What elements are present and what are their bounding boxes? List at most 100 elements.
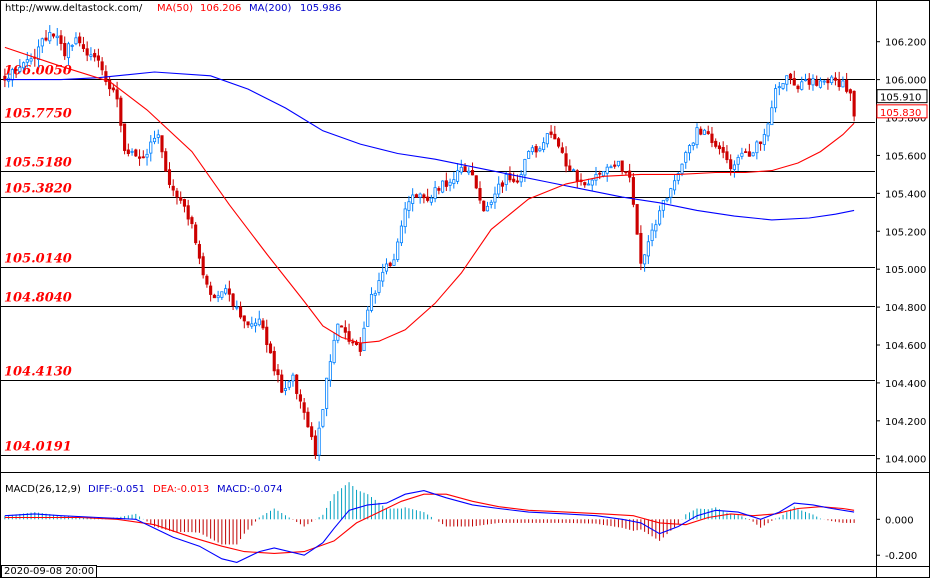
ma50-value: 106.206 (200, 3, 242, 14)
candle-body (732, 164, 736, 170)
candle-body (437, 188, 441, 191)
candle-body (414, 194, 418, 198)
candle (478, 181, 482, 204)
candle (313, 430, 317, 460)
candle (246, 321, 250, 328)
candle (512, 172, 516, 184)
candle-body (418, 193, 422, 198)
candle-body (250, 323, 254, 327)
candle (800, 76, 804, 91)
level-label-0: 106.0050 (4, 64, 72, 79)
candle-body (321, 409, 325, 427)
candle (658, 205, 662, 226)
candle (815, 75, 819, 87)
candle-body (455, 170, 460, 182)
macd-dea-line (4, 493, 855, 554)
candle-body (706, 131, 710, 134)
candle (134, 148, 138, 157)
candle-body (631, 177, 635, 205)
candle (650, 223, 654, 247)
price-tag-0: 105.910 (880, 93, 921, 104)
candle-body (384, 263, 389, 272)
candle-body (119, 97, 123, 126)
candle-body (328, 361, 332, 381)
level-label-1: 105.7750 (4, 107, 72, 122)
candle (205, 274, 209, 288)
candle-body (485, 205, 490, 212)
candle (272, 346, 276, 376)
candle (583, 181, 587, 188)
y-tick-label-10: 104.200 (885, 417, 926, 428)
candle (455, 163, 460, 185)
candle-body (362, 327, 366, 352)
candle (628, 163, 632, 183)
candle (388, 261, 392, 268)
candle-body (381, 271, 385, 282)
candle (414, 193, 418, 198)
candle (362, 321, 366, 352)
candle-body (781, 83, 785, 89)
candle (396, 238, 400, 263)
candle-body (366, 309, 370, 327)
candle-body (224, 288, 228, 294)
candle-body (459, 166, 463, 173)
candle (96, 48, 100, 68)
candle (564, 146, 568, 173)
candle (40, 37, 44, 53)
candle-body (10, 69, 14, 81)
candle (568, 159, 572, 171)
candle-body (792, 78, 796, 86)
level-label-2: 105.5180 (4, 156, 72, 171)
candle-body (201, 256, 205, 276)
candle-body (85, 48, 89, 56)
candle (542, 137, 546, 153)
candle (643, 254, 647, 272)
candle-body (377, 280, 381, 293)
candle (321, 409, 325, 429)
candle (59, 30, 63, 51)
candle (212, 293, 216, 299)
candle (351, 338, 355, 346)
candle (164, 148, 168, 172)
macd-diff-label: DIFF:-0.051 (88, 484, 145, 495)
candle (295, 374, 299, 400)
candle (672, 174, 677, 195)
y-tick-label-8: 104.600 (885, 341, 926, 352)
candle-body (538, 148, 542, 152)
candle (620, 160, 624, 175)
candle (130, 148, 134, 156)
ma200-label: MA(200) (249, 3, 292, 14)
candle (676, 171, 680, 185)
candle-body (182, 199, 187, 207)
candle-body (100, 61, 104, 71)
candle-body (280, 374, 284, 393)
candle-body (751, 152, 755, 157)
candle-body (190, 217, 194, 225)
candle-body (310, 426, 314, 438)
candle-body (167, 169, 172, 185)
candle (369, 287, 374, 313)
y-tick-label-1: 106.000 (885, 76, 926, 87)
candle (104, 65, 108, 86)
candle (89, 47, 93, 61)
candle-body (628, 170, 632, 178)
candle (530, 145, 534, 155)
candle-body (740, 152, 744, 157)
candle-body (186, 205, 190, 220)
candle (452, 171, 456, 189)
y-tick-label-7: 104.800 (885, 303, 926, 314)
candle (590, 179, 594, 191)
candle-body (111, 87, 115, 91)
candle-body (665, 198, 669, 201)
candle (160, 135, 164, 159)
candle (609, 164, 613, 169)
candle (44, 30, 48, 42)
candle-body (530, 147, 534, 153)
candle-body (661, 199, 665, 211)
candle-body (478, 188, 482, 201)
candle-body (40, 38, 44, 47)
candle-body (826, 80, 830, 84)
candle-body (553, 133, 557, 140)
candle (287, 380, 291, 391)
candle (822, 79, 826, 86)
